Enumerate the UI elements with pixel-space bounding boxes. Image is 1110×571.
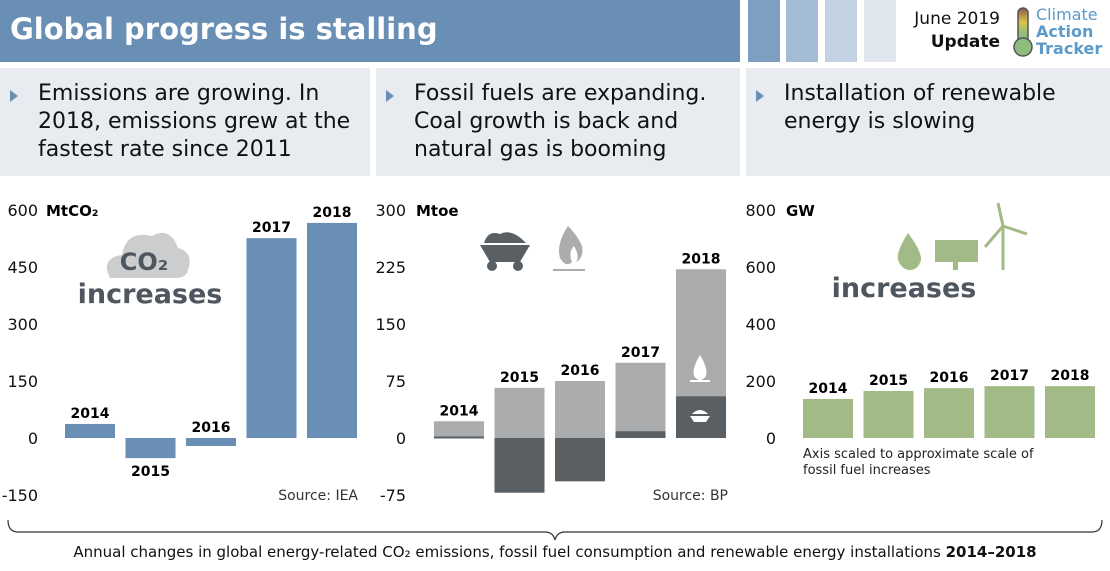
bar-year-label: 2017	[990, 368, 1029, 384]
unit-label: GW	[786, 202, 815, 220]
unit-label: MtCO₂	[46, 202, 98, 220]
gas-bar	[494, 387, 545, 438]
panel-text: Emissions are growing. In 2018, emission…	[38, 81, 351, 162]
water-drop-icon	[897, 233, 922, 270]
header-bar: Global progress is stalling	[0, 0, 740, 62]
bar-year-label: 2015	[131, 464, 170, 480]
gas-bar	[434, 421, 484, 437]
bar-year-label: 2016	[192, 420, 231, 436]
caption: Annual changes in global energy-related …	[73, 543, 1037, 561]
bar-year-label: 2015	[869, 373, 908, 389]
update-word: Update	[930, 32, 1000, 52]
y-tick-label: 0	[396, 429, 406, 448]
bar	[803, 398, 853, 438]
bar-year-label: 2016	[561, 363, 600, 379]
gas-flame-icon	[553, 269, 585, 271]
header-stripe	[748, 0, 780, 62]
coal-bar	[615, 431, 666, 438]
axis-note: Axis scaled to approximate scale of fossi…	[803, 447, 1034, 478]
update-date: June 2019	[914, 9, 1000, 29]
y-tick-label: 75	[386, 372, 406, 391]
y-tick-label: 0	[28, 429, 38, 448]
bar-year-label: 2015	[500, 370, 539, 386]
y-tick-label: 0	[766, 429, 776, 448]
solar-panel-icon	[935, 240, 978, 262]
gas-flame-icon	[690, 380, 710, 382]
y-tick-label: -150	[2, 486, 38, 505]
update-label: June 2019 Update	[914, 8, 1000, 54]
source-label: Source: BP	[653, 488, 728, 504]
bar-year-label: 2014	[71, 406, 110, 422]
icon-label: increases	[832, 273, 977, 304]
bar-year-label: 2014	[440, 403, 479, 419]
unit-label: Mtoe	[416, 202, 459, 220]
panel-fossil: Fossil fuels are expanding. Coal growth …	[376, 68, 740, 176]
coal-cart-icon	[690, 410, 710, 422]
header-stripe	[825, 0, 857, 62]
source-label: Source: IEA	[278, 488, 358, 504]
header-stripe	[786, 0, 818, 62]
coal-bar	[494, 438, 545, 493]
bracket-divider	[7, 519, 1103, 541]
y-tick-label: 225	[375, 258, 406, 277]
gas-flame-icon	[559, 226, 583, 265]
coal-bar	[555, 438, 605, 482]
header-stripe	[864, 0, 896, 62]
bar-year-label: 2014	[809, 381, 848, 397]
climate-action-tracker-logo: Climate Action Tracker	[1036, 5, 1103, 58]
y-tick-label: 600	[745, 258, 776, 277]
co2-icon-text: CO₂	[120, 248, 169, 276]
bar	[924, 388, 974, 438]
y-tick-label: 150	[375, 315, 406, 334]
wind-turbine-icon	[983, 202, 1028, 248]
y-tick-label: 450	[7, 258, 38, 277]
panel-text: Installation of renewable energy is slow…	[784, 81, 1056, 134]
bar	[65, 423, 115, 438]
bar-year-label: 2017	[252, 220, 291, 236]
y-tick-label: 600	[7, 201, 38, 220]
bar	[307, 222, 357, 438]
bullet-arrow-icon	[756, 90, 764, 102]
bullet-arrow-icon	[10, 90, 18, 102]
y-tick-label: -75	[380, 486, 406, 505]
solar-panel-icon	[953, 262, 958, 270]
cloud-icon	[106, 232, 190, 278]
bar	[186, 438, 236, 446]
bar	[984, 386, 1035, 438]
y-tick-label: 800	[745, 201, 776, 220]
bar	[1045, 386, 1095, 438]
y-tick-label: 400	[745, 315, 776, 334]
bar-year-label: 2018	[682, 251, 721, 267]
gas-bar	[615, 362, 666, 432]
panel-text: Fossil fuels are expanding. Coal growth …	[414, 81, 707, 162]
bar	[125, 438, 176, 459]
panel-renewables: Installation of renewable energy is slow…	[746, 68, 1110, 176]
coal-cart-icon	[480, 232, 530, 262]
bar-year-label: 2018	[313, 205, 352, 221]
coal-cart-icon	[487, 261, 497, 271]
bar	[863, 390, 914, 438]
bar-year-label: 2017	[621, 345, 660, 361]
y-tick-label: 300	[7, 315, 38, 334]
y-tick-label: 300	[375, 201, 406, 220]
coal-bar	[434, 436, 484, 439]
icon-label: increases	[78, 279, 223, 310]
y-tick-label: 150	[7, 372, 38, 391]
bar	[246, 238, 297, 438]
thermometer-logo-icon	[1013, 7, 1033, 57]
page-title: Global progress is stalling	[10, 12, 438, 46]
panel-emissions: Emissions are growing. In 2018, emission…	[0, 68, 370, 176]
coal-cart-icon	[513, 261, 523, 271]
bar-year-label: 2018	[1051, 368, 1090, 384]
gas-flame-icon	[693, 355, 707, 380]
gas-bar	[555, 381, 605, 438]
bullet-arrow-icon	[386, 90, 394, 102]
y-tick-label: 200	[745, 372, 776, 391]
bar-year-label: 2016	[930, 370, 969, 386]
